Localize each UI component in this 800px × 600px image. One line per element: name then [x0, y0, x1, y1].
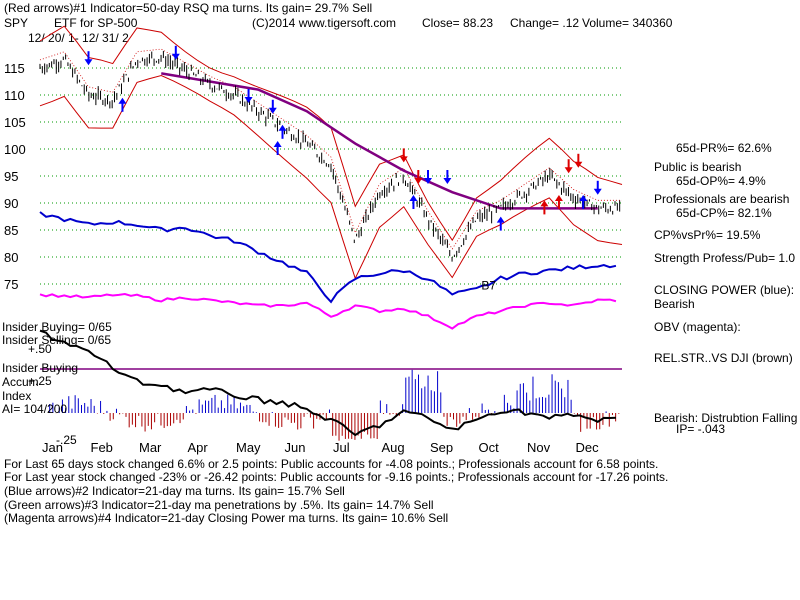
obv-layer [39, 292, 617, 330]
y-tick-90: 90 [4, 196, 18, 211]
insider-selling-label: Insider Selling= 0/65 [2, 333, 112, 347]
accum-state-label: Bearish: Distrubtion Falling [654, 411, 798, 425]
ai-label: AI= 104/200 [2, 402, 68, 416]
arrows-layer: B7 [84, 45, 602, 292]
strength-label: Strength Profess/Pub= 1.0 [654, 251, 796, 265]
y-axis-labels: 75 80 85 90 95 100 105 110 115 [4, 61, 26, 292]
arrow-blue-4-head [268, 107, 277, 114]
y-tick-115: 115 [4, 61, 25, 76]
closing-power-line [39, 211, 617, 304]
minus25-label: -.25 [56, 433, 77, 447]
ip-label: IP= -.043 [676, 422, 726, 436]
b7-annotation: B7 [481, 278, 496, 292]
inner-upper-band [39, 48, 622, 250]
y-tick-100: 100 [4, 142, 26, 157]
arrow-blue-10-head [443, 178, 452, 184]
public-label: Public is bearish [654, 160, 742, 174]
arrow-red-14-head [574, 161, 583, 168]
x-axis-labels: Jan Feb Mar Apr May Jun Jul Aug Sep Oct Nov Dec [42, 440, 599, 455]
plus50-label: +.50 [28, 342, 52, 356]
index-label: Index [2, 389, 32, 403]
rel-strength-line [39, 329, 616, 437]
obv-label: OBV (magenta): [654, 320, 741, 334]
bottom-line3: (Blue arrows)#2 Indicator=21-day ma turn… [4, 484, 345, 498]
x-tick-Jan: Jan [42, 440, 63, 455]
x-tick-Apr: Apr [188, 440, 209, 455]
relstr-label: REL.STR..VS DJI (brown) [654, 351, 793, 365]
arrow-red-18-head [554, 195, 563, 201]
arrow-red-17-head [540, 200, 549, 207]
x-tick-Jun: Jun [285, 440, 306, 455]
arrow-blue-12-head [496, 216, 505, 223]
arrow-blue-5-head [273, 141, 282, 147]
arrow-blue-16-head [579, 195, 588, 201]
ma-layer [161, 72, 598, 210]
bottom-line2: For Last year stock changed -23% or -26.… [4, 470, 669, 484]
x-tick-Nov: Nov [527, 440, 551, 455]
y-tick-80: 80 [4, 250, 18, 265]
volume-label: Volume= 340360 [582, 16, 673, 30]
arrow-blue-0-head [84, 59, 93, 66]
arrow-blue-15-head [593, 188, 602, 195]
pros-label: Professionals are bearish [654, 192, 790, 206]
lower-panel [39, 329, 622, 441]
accum-label: Accum [2, 375, 39, 389]
date-range-label: 12/ 20/ 1- 12/ 31/ 2 [28, 31, 129, 45]
insider-buying2-label: Insider Buying [2, 361, 79, 375]
plus25-label: +.25 [28, 374, 52, 388]
closing-power-label: CLOSING POWER (blue): [654, 283, 795, 297]
bottom-line1: For Last 65 days stock changed 6.6% or 2… [4, 457, 659, 471]
op-label: 65d-OP%= 4.9% [676, 174, 766, 188]
y-tick-110: 110 [4, 88, 25, 103]
change-label: Change= .12 [510, 16, 580, 30]
y-tick-105: 105 [4, 115, 26, 130]
arrow-blue-1-head [171, 53, 180, 60]
copyright-label: (C)2014 www.tigersoft.com [252, 16, 397, 30]
x-tick-Jul: Jul [333, 440, 350, 455]
cpvspr-label: CP%vsPr%= 19.5% [654, 228, 761, 242]
arrow-blue-9-head [424, 178, 432, 184]
y-tick-85: 85 [4, 223, 18, 238]
arrow-red-8-head [414, 178, 423, 184]
x-tick-Sep: Sep [430, 440, 453, 455]
arrow-blue-2-head [118, 97, 127, 104]
pr-label: 65d-PR%= 62.6% [676, 141, 772, 155]
x-tick-Mar: Mar [139, 440, 162, 455]
etf-label: ETF for SP-500 [54, 16, 138, 30]
y-tick-75: 75 [4, 277, 18, 292]
closing-power-state: Bearish [654, 297, 695, 311]
x-tick-Dec: Dec [576, 440, 600, 455]
cp-label: 65d-CP%= 82.1% [676, 206, 772, 220]
bands-layer [39, 25, 623, 280]
x-tick-May: May [236, 440, 261, 455]
price-bars-layer [39, 50, 621, 262]
arrow-blue-3-head [244, 97, 253, 103]
lower-band [39, 75, 623, 280]
symbol-label: SPY [4, 16, 29, 30]
arrow-blue-11-head [409, 195, 418, 201]
bottom-line4: (Green arrows)#3 Indicator=21-day ma pen… [4, 498, 434, 512]
x-tick-Aug: Aug [382, 440, 405, 455]
arrow-blue-6-head [278, 124, 287, 131]
header-line1: (Red arrows)#1 Indicator=50-day RSQ ma t… [4, 1, 373, 15]
closing-power-layer [39, 211, 617, 304]
insider-buying-label: Insider Buying= 0/65 [2, 320, 112, 334]
ma50-line [161, 72, 598, 210]
arrow-red-7-head [399, 156, 408, 163]
price-grid [40, 67, 622, 285]
y-tick-95: 95 [4, 169, 18, 184]
x-tick-Oct: Oct [479, 440, 500, 455]
close-label: Close= 88.23 [422, 16, 494, 30]
bottom-line5: (Magenta arrows)#4 Indicator=21-day Clos… [4, 511, 449, 525]
arrow-red-13-head [564, 167, 573, 174]
obv-line [39, 292, 617, 330]
x-tick-Feb: Feb [91, 440, 113, 455]
